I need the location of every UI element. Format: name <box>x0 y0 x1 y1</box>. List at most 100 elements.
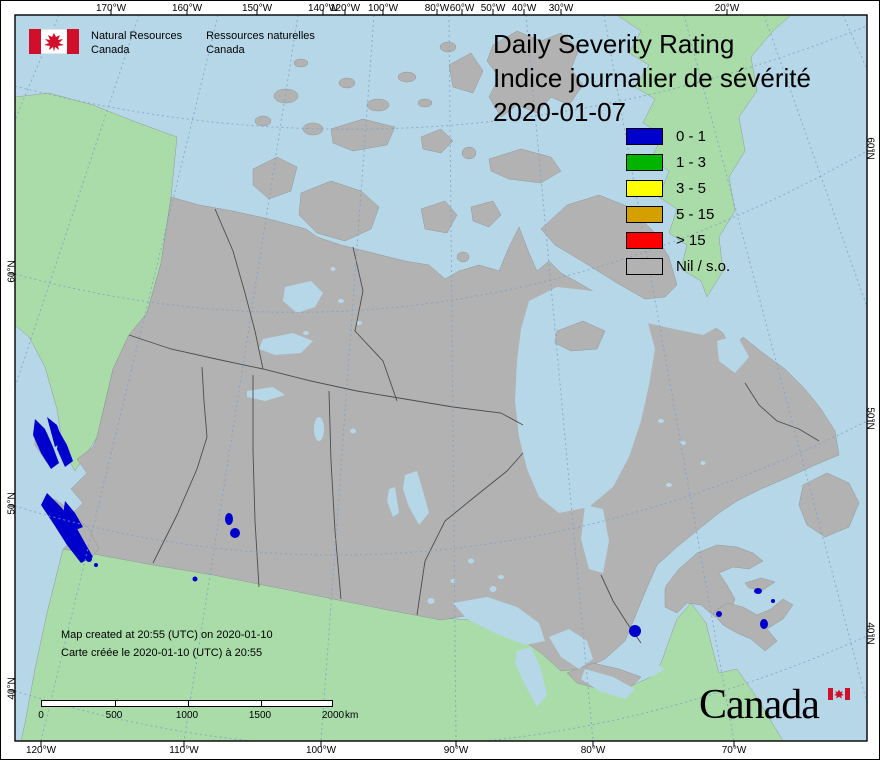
scale-label: 2000 <box>321 710 345 721</box>
canada-wordmark: Canada <box>699 682 820 728</box>
title-date: 2020-01-07 <box>493 97 626 127</box>
southampton-island <box>554 320 606 352</box>
border-nt-nu <box>352 246 398 402</box>
latitude-label: 60°N <box>864 137 876 160</box>
graticule <box>15 15 867 741</box>
scale-bar: 0 500 1000 1500 2000 km <box>38 700 358 721</box>
great-lakes <box>453 597 665 707</box>
creation-note: Map created at 20:55 (UTC) on 2020-01-10… <box>61 626 273 662</box>
legend-swatch <box>626 180 663 197</box>
longitude-label: 70°W <box>721 745 747 756</box>
legend-item: > 15 <box>626 232 730 249</box>
border-ab-sk <box>252 375 260 588</box>
lake-ontario <box>625 655 665 677</box>
somerset-island <box>470 200 502 228</box>
longitude-label: 80°W <box>580 745 606 756</box>
pei <box>744 577 776 591</box>
longitude-label: 50°W <box>480 3 506 14</box>
latitude-label: 50°N <box>6 492 18 515</box>
legend-swatch <box>626 128 663 145</box>
title-fr: Indice journalier de sévérité <box>493 63 811 93</box>
great-slave-lake <box>259 333 313 355</box>
scale-label: 500 <box>105 710 123 721</box>
longitude-label: 100°W <box>367 3 399 14</box>
border-60n <box>128 334 524 426</box>
map-title: Daily Severity Rating Indice journalier … <box>493 27 811 129</box>
lake-erie <box>581 669 635 699</box>
legend-item: 1 - 3 <box>626 154 730 171</box>
map-layers <box>15 15 867 741</box>
latitude-label: 60°N <box>6 260 18 283</box>
longitude-label: 170°W <box>95 3 127 14</box>
nova-scotia <box>712 598 794 652</box>
longitude-label: 20°W <box>714 3 740 14</box>
longitude-label: 160°W <box>171 3 203 14</box>
longitude-label: 150°W <box>241 3 273 14</box>
longitude-label: 110°W <box>169 745 199 756</box>
latitude-label: 40°N <box>6 677 18 700</box>
lake-michigan <box>515 647 547 707</box>
greenland <box>616 15 792 298</box>
creation-note-fr: Carte créée le 2020-01-10 (UTC) à 20:55 <box>61 647 263 659</box>
legend-label: 0 - 1 <box>676 128 707 145</box>
new-brunswick-gaspe <box>664 544 764 618</box>
axel-heiberg-island <box>448 52 484 94</box>
lake-superior <box>453 597 545 645</box>
cornwallis-island <box>461 146 477 160</box>
wordmark-flag-icon <box>828 688 850 700</box>
ticks-left <box>9 273 15 692</box>
longitude-label: 60°W <box>449 3 475 14</box>
legend-label: Nil / s.o. <box>676 258 731 275</box>
legend-label: 3 - 5 <box>676 180 707 197</box>
king-william-island <box>456 251 470 263</box>
legend-label: 1 - 3 <box>676 154 707 171</box>
creation-note-en: Map created at 20:55 (UTC) on 2020-01-10 <box>61 629 273 641</box>
border-bc-ab <box>152 366 208 564</box>
dept-name-en: Natural Resources Canada <box>91 30 183 56</box>
melville-island <box>330 118 396 152</box>
ticks-top <box>110 9 728 15</box>
scale-label: 1000 <box>175 710 199 721</box>
lake-athabasca <box>247 387 285 401</box>
scale-label: 0 <box>38 710 44 721</box>
bathurst-island <box>420 128 454 154</box>
border-mb-on <box>416 452 524 616</box>
banks-island <box>252 156 298 200</box>
latitude-label: 50°N <box>864 407 876 430</box>
scale-bar-graphic <box>41 700 333 707</box>
hudson-bay <box>515 287 655 513</box>
legend-item: Nil / s.o. <box>626 258 730 275</box>
legend-item: 5 - 15 <box>626 206 730 223</box>
legend-label: 5 - 15 <box>676 206 715 223</box>
legend-swatch <box>626 154 663 171</box>
newfoundland <box>798 472 860 538</box>
legend-swatch <box>626 258 663 275</box>
devon-island <box>488 148 562 184</box>
legend-swatch <box>626 206 663 223</box>
longitude-label: 80°W <box>424 3 450 14</box>
title-en: Daily Severity Rating <box>493 29 735 59</box>
longitude-label: 120°W <box>25 745 57 756</box>
prince-of-wales-island <box>420 200 458 234</box>
lake-winnipeg <box>403 471 429 525</box>
longitude-label: 30°W <box>548 3 574 14</box>
ticks-right <box>867 150 873 637</box>
great-bear-lake <box>283 281 323 313</box>
ungava-bay <box>717 335 749 373</box>
dept-name-fr: Ressources naturelles Canada <box>206 30 315 56</box>
longitude-label: 100°W <box>305 745 337 756</box>
longitude-label: 120°W <box>329 3 361 14</box>
nrcan-signature: Natural Resources Canada Ressources natu… <box>29 29 339 57</box>
latitude-label: 40°N <box>864 622 876 645</box>
ellesmere-island <box>486 30 584 118</box>
legend-item: 3 - 5 <box>626 180 730 197</box>
lake-winnipegosis <box>387 487 399 517</box>
canada-flag-icon <box>29 29 79 54</box>
border-sk-mb <box>328 390 342 600</box>
legend-label: > 15 <box>676 232 706 249</box>
scale-label: 1500 <box>248 710 272 721</box>
reindeer-lake <box>314 417 324 441</box>
longitude-label: 90°W <box>443 745 469 756</box>
